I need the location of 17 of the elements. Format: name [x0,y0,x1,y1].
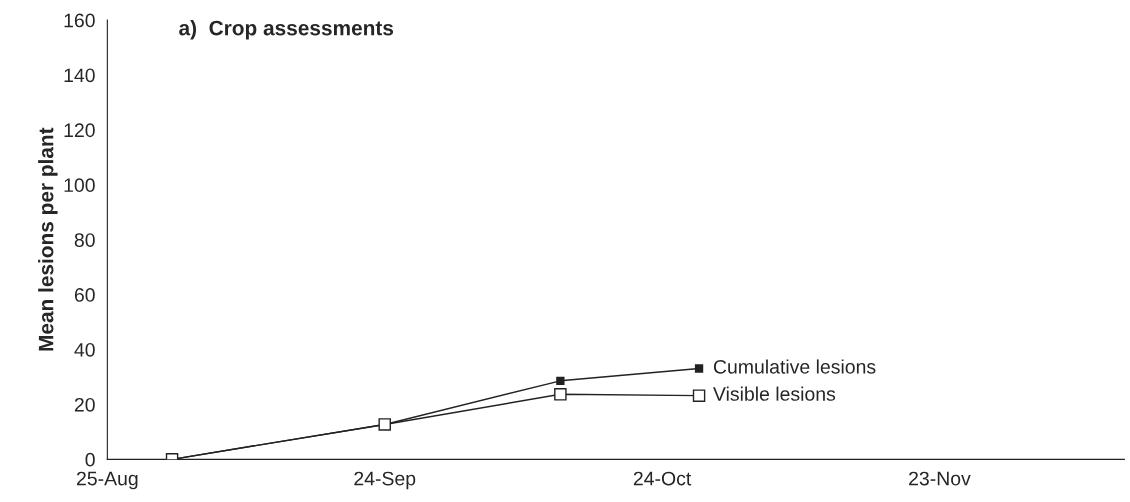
y-tick-label: 80 [74,233,95,247]
chart-title: a) Crop assessments [179,20,394,40]
y-tick-label: 140 [64,68,95,83]
series-label: Cumulative lesions [713,359,876,374]
y-tick-label: 0 [85,452,95,467]
x-tick-label: 24-Oct [633,471,692,486]
y-tick-label: 100 [64,178,95,193]
y-tick-label: 60 [74,288,95,302]
y-axis-title: Mean lesions per plant [38,127,58,351]
x-tick-label: 23-Nov [909,471,971,486]
x-tick-label: 25-Aug [76,471,138,490]
y-tick-label: 20 [74,397,95,412]
y-tick-label: 40 [74,342,95,357]
x-tick-label: 24-Sep [354,471,416,490]
y-tick-label: 120 [64,123,95,138]
series-label: Visible lesions [713,386,836,401]
y-tick-label: 160 [64,13,95,28]
